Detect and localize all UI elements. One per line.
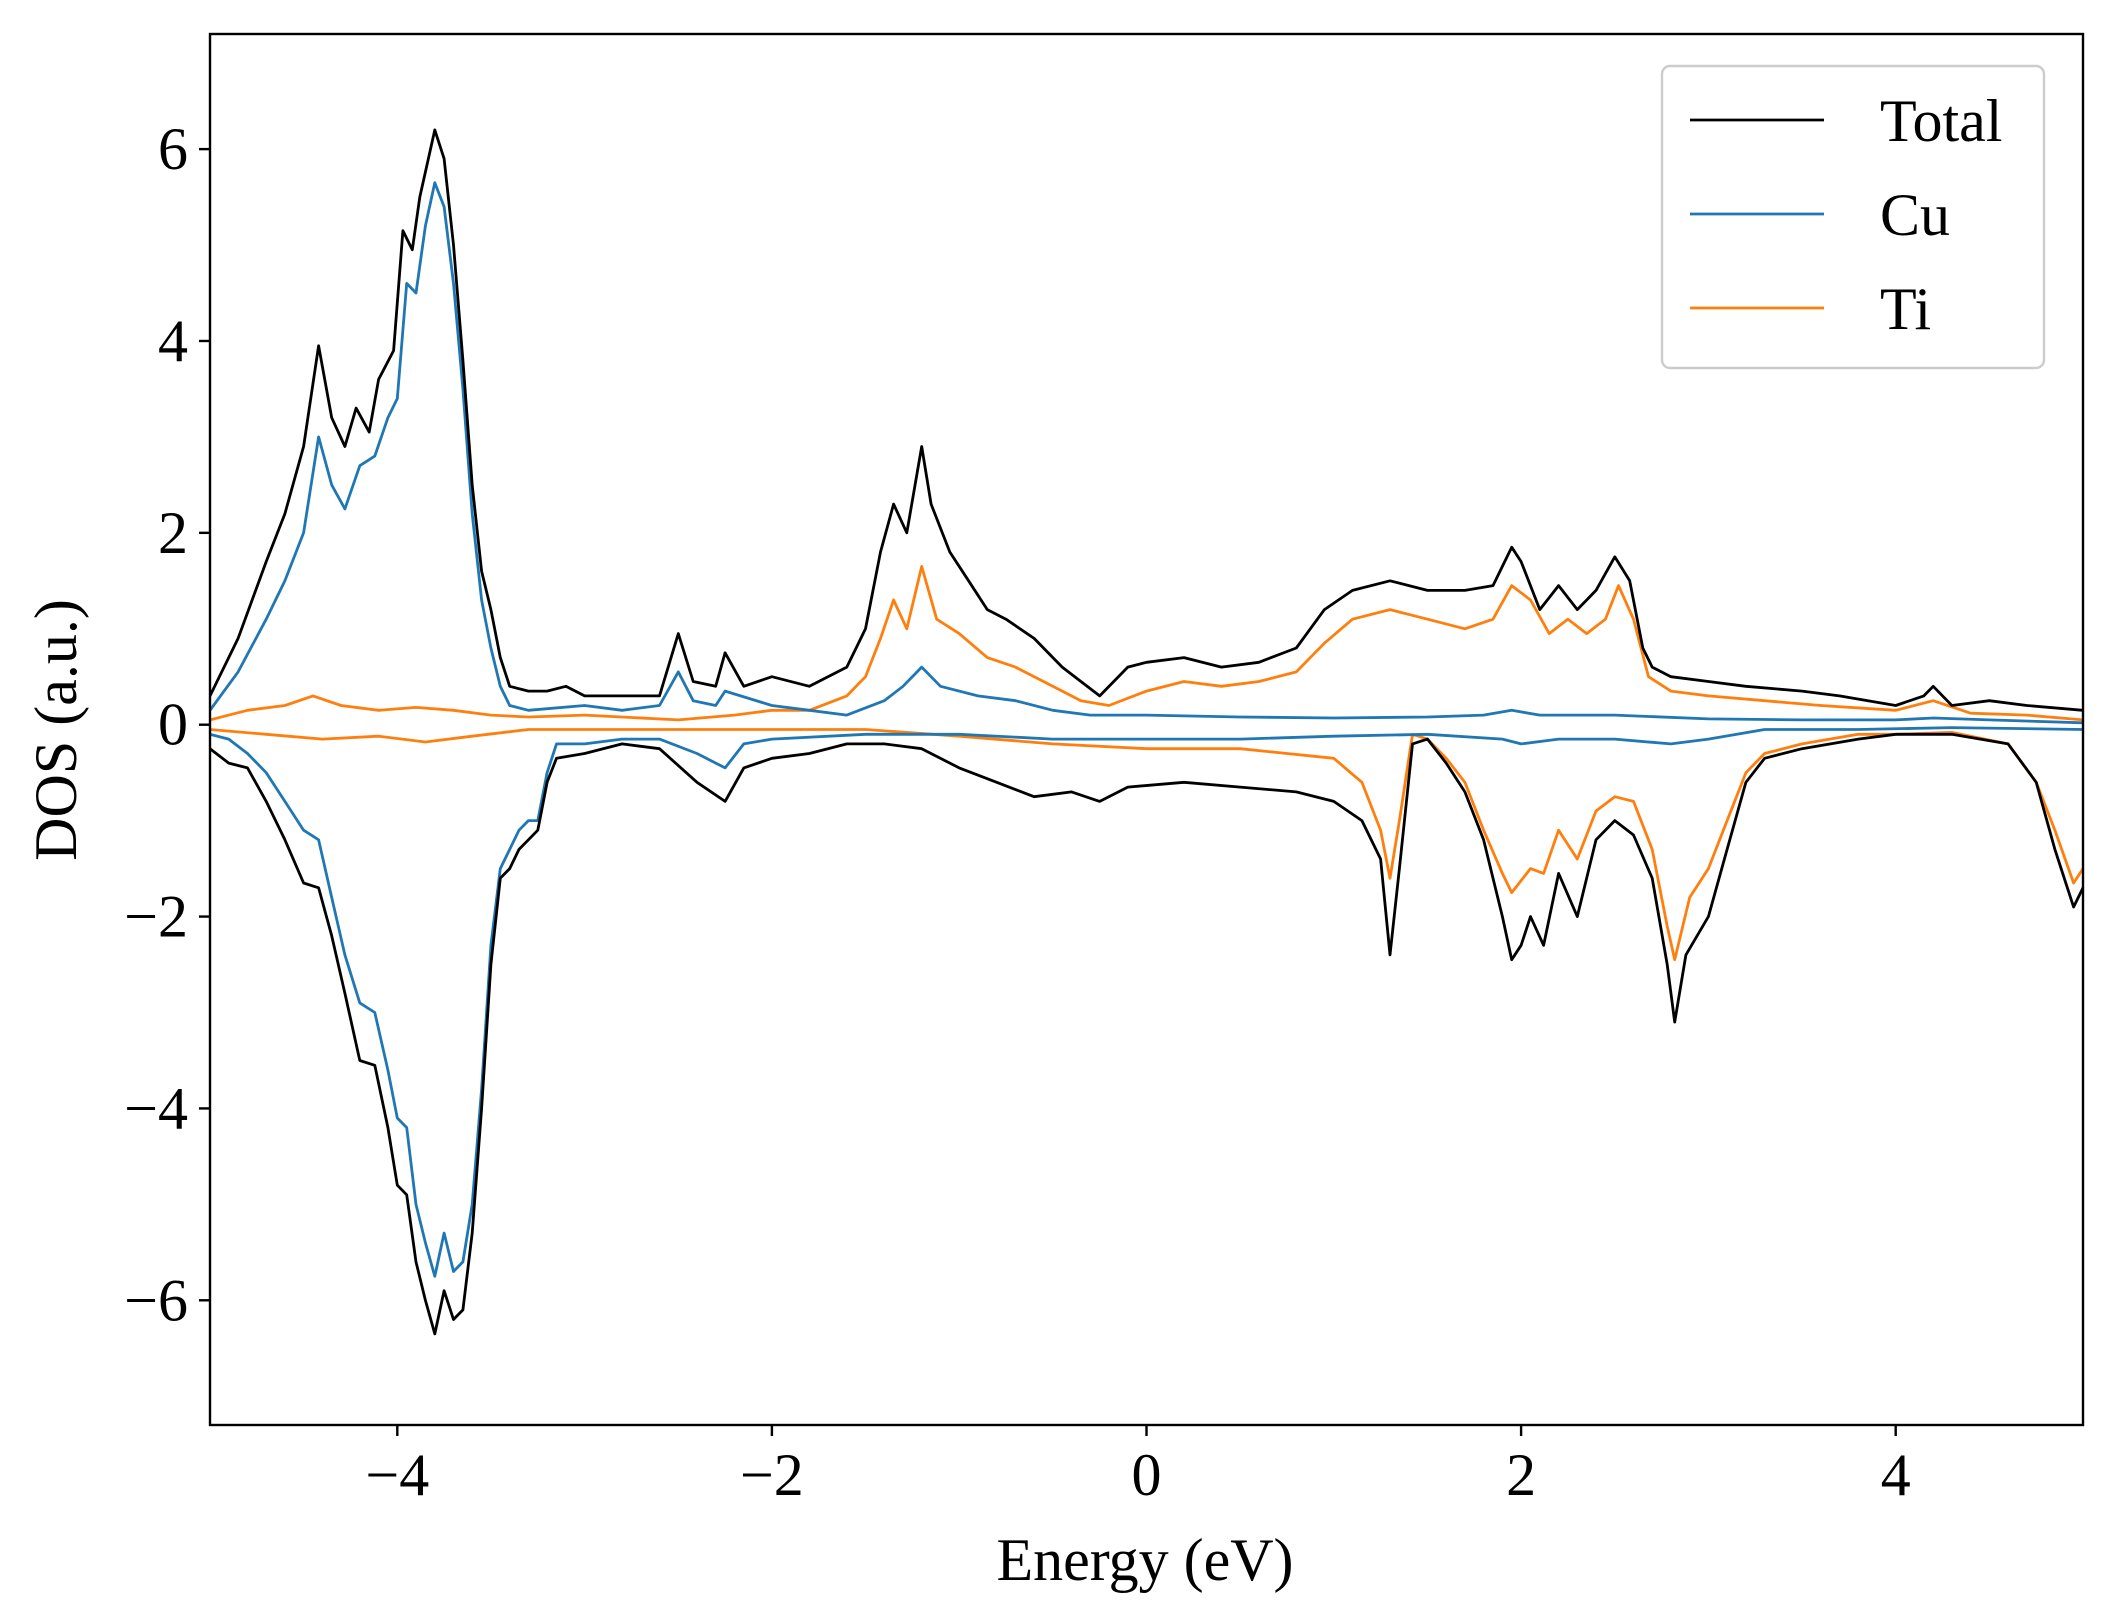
- x-axis-label: Energy (eV): [996, 1527, 1293, 1593]
- y-tick-label: 0: [158, 692, 188, 758]
- ticks-layer: −4 −2 0 2 4 −6 −4 −2 0 2 4 6: [124, 116, 1911, 1508]
- x-tick-label: 2: [1506, 1442, 1536, 1508]
- series-line-cu-down: [210, 726, 2083, 1278]
- x-tick-label: 0: [1132, 1442, 1162, 1508]
- series-line-ti-up: [210, 565, 2083, 722]
- legend: Total Cu Ti: [1660, 64, 2046, 370]
- series-layer: [210, 128, 2083, 1336]
- x-tick-label: −2: [740, 1442, 804, 1508]
- y-tick-label: 6: [158, 116, 188, 182]
- y-tick-label: −6: [124, 1267, 188, 1333]
- y-tick-label: 2: [158, 500, 188, 566]
- x-tick-label: 4: [1881, 1442, 1911, 1508]
- series-line-total-up: [210, 128, 2083, 712]
- legend-frame: [1660, 64, 2046, 370]
- legend-label-ti: Ti: [1880, 276, 1931, 342]
- series-line-cu-up: [210, 181, 2083, 725]
- series-line-ti-down: [210, 728, 2083, 962]
- y-axis-label: DOS (a.u.): [23, 599, 89, 861]
- y-tick-label: 4: [158, 308, 188, 374]
- y-tick-label: −2: [124, 884, 188, 950]
- y-tick-label: −4: [124, 1075, 188, 1141]
- legend-label-cu: Cu: [1880, 182, 1950, 248]
- legend-label-total: Total: [1880, 88, 2002, 154]
- x-tick-label: −4: [365, 1442, 429, 1508]
- series-line-total-down: [210, 732, 2083, 1336]
